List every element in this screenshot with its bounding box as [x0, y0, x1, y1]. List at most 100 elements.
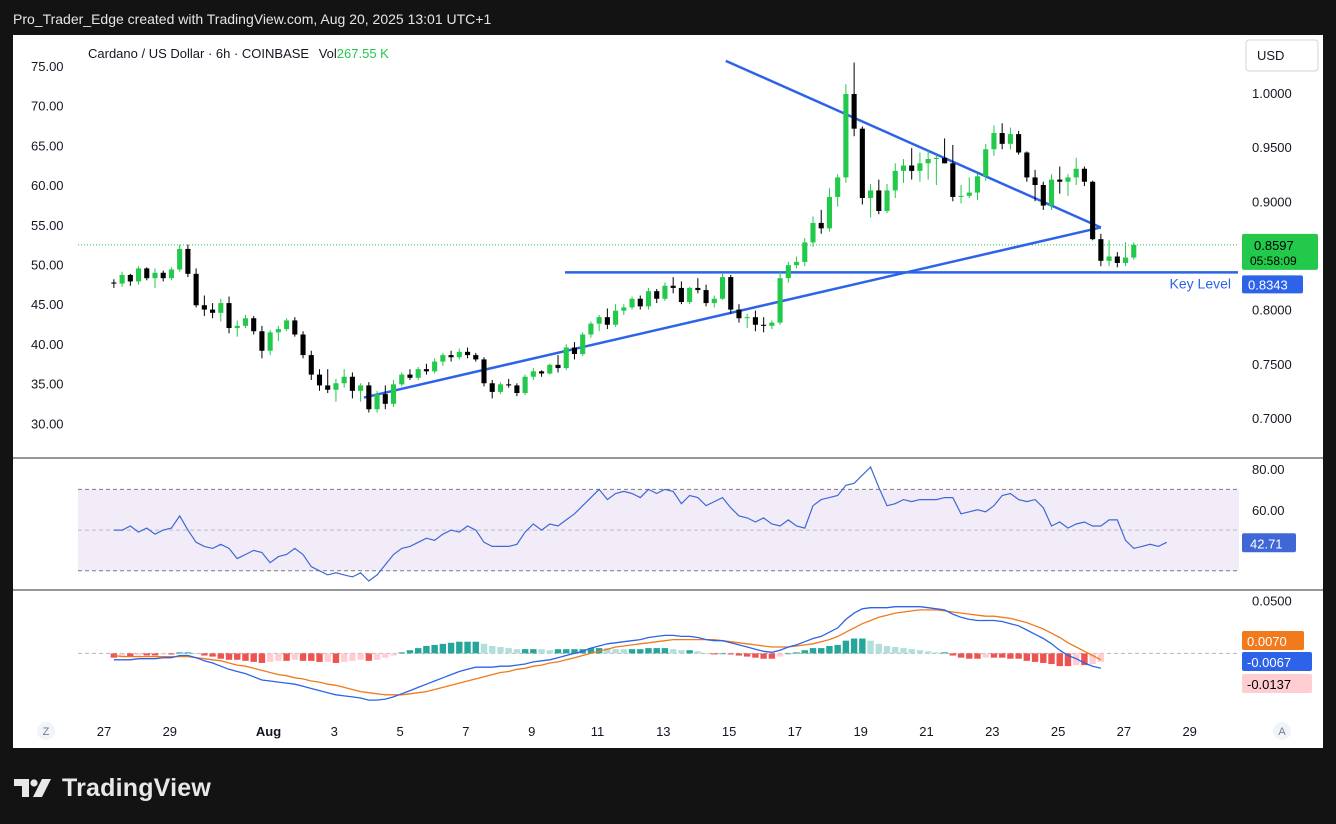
trading-chart[interactable]: Key Level 75.0070.0065.0060.0055.0050.00…	[13, 35, 1323, 748]
candle	[859, 126, 865, 205]
candle	[711, 295, 717, 308]
rsi-axis-tick: 80.00	[1252, 462, 1285, 477]
macd-histogram-tag: -0.0137	[1242, 674, 1312, 693]
macd-histogram-bar	[563, 649, 570, 654]
candle-body	[489, 383, 495, 392]
candle-body	[284, 320, 290, 330]
candle	[1007, 127, 1013, 150]
timezone-button[interactable]: Z	[37, 722, 55, 740]
candle	[1048, 174, 1055, 210]
candle-body	[555, 364, 561, 369]
candle	[201, 295, 207, 317]
candle-body	[1122, 257, 1129, 263]
candle	[539, 370, 545, 377]
candle	[991, 125, 997, 156]
left-axis-tick: 30.00	[31, 416, 64, 431]
candle-body	[835, 177, 841, 197]
auto-scale-button[interactable]: A	[1273, 722, 1291, 740]
candle	[489, 380, 495, 399]
candle	[588, 321, 594, 338]
tradingview-brand[interactable]: TradingView	[14, 768, 211, 808]
candle-body	[341, 376, 347, 384]
candle-body	[201, 305, 207, 310]
x-axis-tick: 23	[985, 724, 999, 739]
x-axis-tick: 7	[462, 724, 469, 739]
macd-histogram-bar	[1064, 653, 1072, 667]
x-axis-tick: 5	[396, 724, 403, 739]
macd-histogram-bar	[571, 649, 578, 654]
candle-body	[1032, 177, 1038, 185]
candle	[966, 177, 972, 198]
macd-histogram-bar	[719, 653, 726, 655]
candle	[407, 369, 413, 380]
candle	[1073, 157, 1079, 185]
macd-pane[interactable]	[78, 606, 1239, 701]
candle	[629, 296, 635, 310]
candle	[308, 350, 314, 380]
candle	[547, 363, 553, 375]
rsi-tag-bg	[1242, 533, 1296, 553]
macd-histogram-bar	[447, 642, 455, 654]
rsi-pane[interactable]	[113, 465, 1167, 582]
macd-histogram-bar	[850, 638, 858, 654]
candle-body	[983, 149, 989, 177]
candle-body	[736, 309, 742, 319]
candle-body	[407, 374, 413, 378]
candle	[1016, 130, 1022, 155]
candle-body	[884, 190, 890, 211]
candle	[621, 304, 627, 315]
candle	[464, 347, 471, 359]
candle	[423, 363, 429, 375]
candle	[900, 159, 907, 183]
candle	[111, 279, 117, 288]
candle	[218, 298, 224, 322]
macd-histogram-bar	[990, 653, 998, 658]
candle	[316, 369, 323, 391]
macd-histogram-bar	[135, 653, 142, 656]
macd-histogram-bar	[505, 648, 512, 654]
candle	[736, 304, 742, 323]
x-axis-tick: 15	[722, 724, 736, 739]
candle-body	[851, 94, 857, 129]
macd-histogram-bar	[661, 648, 669, 654]
candle-body	[876, 190, 882, 211]
candle-body	[497, 384, 503, 392]
brand-name: TradingView	[62, 773, 212, 802]
macd-histogram-bar	[752, 653, 759, 658]
macd-histogram-bar	[308, 653, 315, 661]
candle	[432, 358, 438, 374]
currency-label: USD	[1257, 48, 1284, 63]
macd-histogram-bar	[464, 641, 471, 654]
candle	[448, 350, 454, 362]
candle-body	[744, 317, 750, 319]
candle-body	[1131, 244, 1137, 258]
candle-body	[974, 176, 981, 193]
macd-signal-tag-value: 0.0070	[1247, 634, 1287, 649]
candle-body	[152, 272, 158, 279]
candle-body	[374, 394, 380, 410]
price-pane[interactable]: Key Level	[78, 59, 1238, 413]
tradingview-logo-icon	[14, 779, 51, 797]
candle	[1057, 166, 1063, 194]
macd-histogram-bar	[892, 647, 899, 654]
x-axis-tick: 27	[1117, 724, 1131, 739]
currency-button[interactable]: USD	[1245, 39, 1319, 72]
vol-label: Vol	[319, 46, 337, 61]
macd-axis-tick: 0.0500	[1252, 593, 1292, 608]
candle-body	[226, 303, 232, 328]
macd-histogram-bar	[423, 645, 430, 654]
macd-histogram-bar	[390, 653, 397, 656]
macd-histogram-bar	[1089, 653, 1096, 665]
right-axis-tick: 0.9500	[1252, 140, 1292, 155]
candle	[958, 185, 964, 204]
candle-body	[382, 394, 388, 404]
macd-histogram-bar	[949, 653, 957, 656]
candle-body	[473, 355, 479, 360]
candle-body	[366, 385, 372, 410]
candle	[868, 183, 874, 218]
macd-histogram-bar	[554, 649, 562, 654]
candle	[127, 273, 133, 286]
candle-body	[1040, 185, 1046, 206]
candle-body	[547, 364, 553, 374]
macd-histogram-bar	[818, 648, 825, 654]
